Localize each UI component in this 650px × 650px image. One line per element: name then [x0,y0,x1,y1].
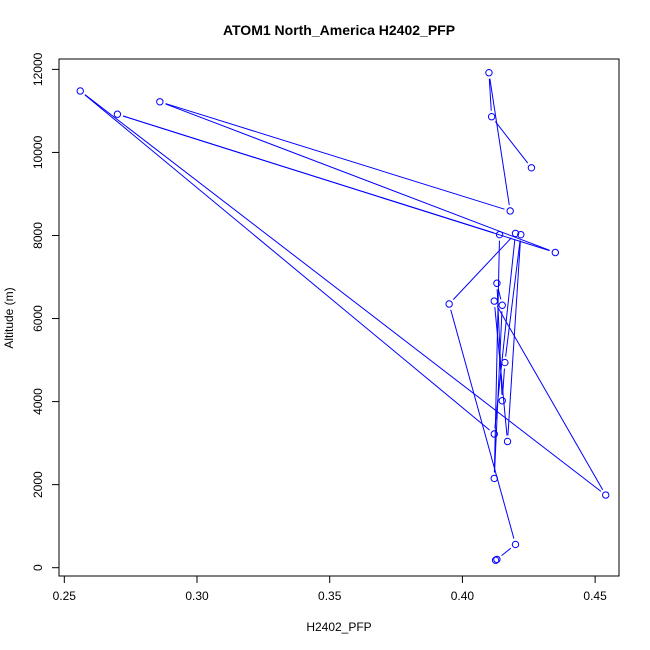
series-segment [502,368,505,395]
y-axis: 0 2000 4000 6000 8000 10000 12000 [31,52,60,571]
y-axis-label: Altitude (m) [2,287,16,348]
data-point [602,491,610,499]
data-point [113,110,122,118]
data-point [490,474,498,483]
x-tick-label: 0.45 [583,589,607,603]
y-tick-label: 8000 [31,222,45,249]
y-tick-label: 0 [31,564,45,571]
series-lines [84,78,604,557]
series-segment [165,103,550,251]
data-point [493,279,501,287]
series-segment [452,237,512,300]
x-tick-label: 0.30 [185,589,209,603]
data-point [445,300,453,308]
data-point [517,230,525,239]
data-point [487,113,496,121]
series-segment [489,78,510,206]
data-point [527,164,536,172]
series-segment [501,547,512,557]
data-point [490,430,498,438]
x-axis-label: H2402_PFP [306,620,371,634]
data-point [491,556,500,564]
data-point [495,230,504,239]
chart-title: ATOM1 North_America H2402_PFP [223,22,455,38]
series-segment [84,94,490,431]
series-segment [165,103,505,210]
series-points [76,69,610,564]
series-segment [505,240,521,357]
data-point [503,437,512,446]
series-segment [84,94,602,492]
y-tick-label: 2000 [31,471,45,498]
series-segment [494,121,529,164]
data-point [551,248,560,257]
series-segment [507,240,521,436]
x-tick-label: 0.40 [451,589,475,603]
series-segment [496,306,604,491]
data-point [506,207,514,215]
data-point [156,98,164,106]
series-segment [122,115,550,252]
data-point [76,87,84,95]
series-segment [493,240,500,473]
y-tick-label: 4000 [31,388,45,415]
data-point [493,555,501,564]
data-point [501,358,509,367]
plot-frame [58,58,620,577]
x-tick-label: 0.35 [318,589,342,603]
data-point [485,69,493,77]
data-point [511,229,520,238]
series-segment [488,78,492,111]
y-tick-label: 10000 [31,135,45,169]
data-point [511,540,520,549]
data-point [498,301,506,309]
data-point [498,397,506,405]
y-tick-label: 12000 [31,52,45,86]
series-segment [494,311,503,473]
x-tick-label: 0.25 [53,589,77,603]
x-axis: 0.25 0.30 0.35 0.40 0.45 [53,575,607,603]
data-point [490,297,498,305]
y-tick-label: 6000 [31,305,45,332]
